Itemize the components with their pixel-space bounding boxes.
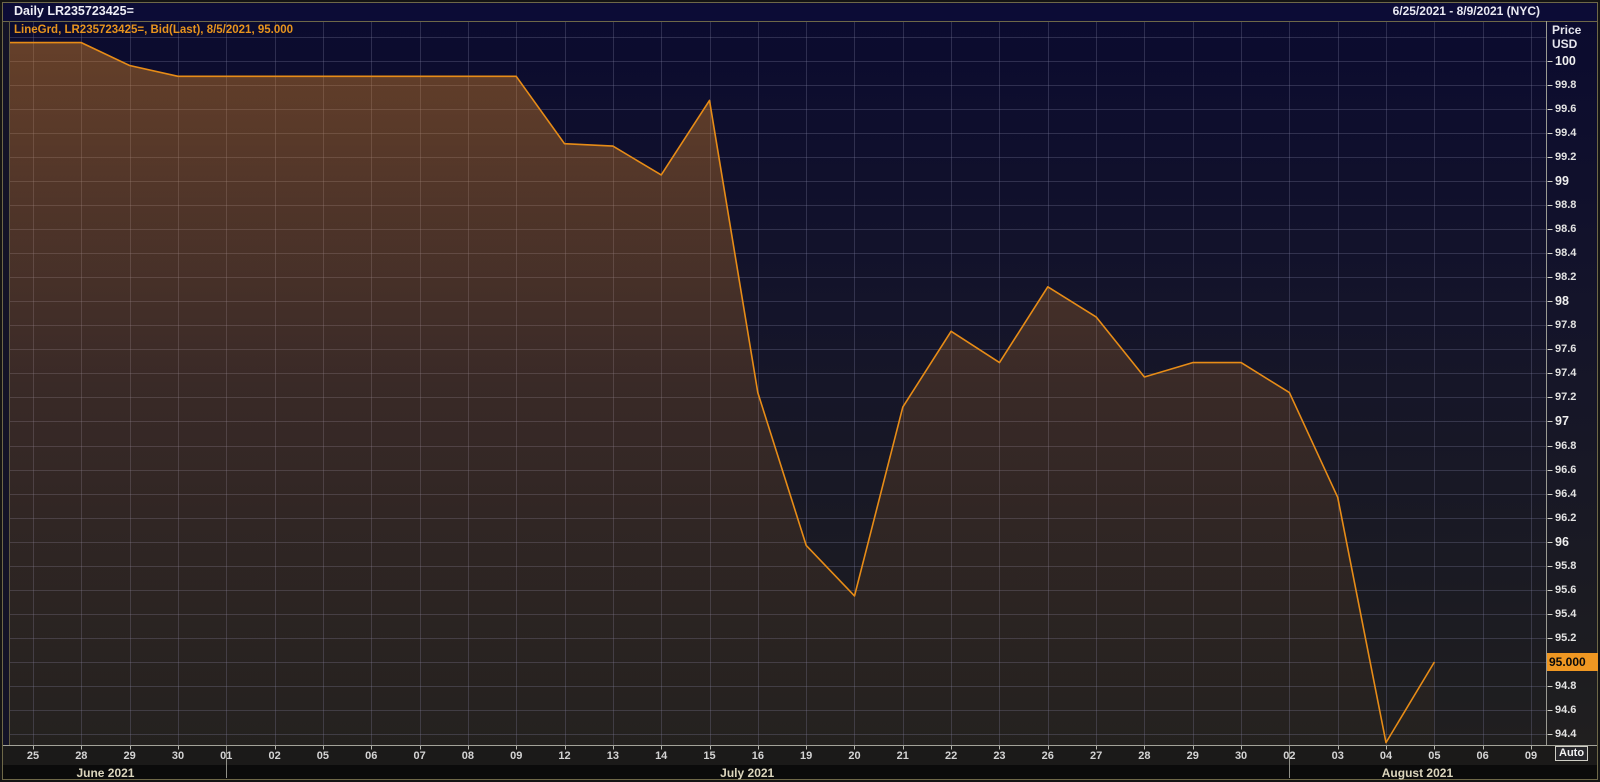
x-tick-label: 22 <box>945 750 958 762</box>
month-label: July 2021 <box>720 766 775 780</box>
x-tick-label: 13 <box>606 750 619 762</box>
y-tick-label: 95.6 <box>1555 583 1577 596</box>
y-tick-label: 97.8 <box>1555 319 1577 332</box>
x-tick-label: 29 <box>1186 750 1199 762</box>
y-tick-label: 96.2 <box>1555 511 1577 524</box>
y-tick-label: 96.8 <box>1555 439 1577 452</box>
x-tick-label: 05 <box>1428 750 1441 762</box>
x-axis-band[interactable] <box>3 745 1597 766</box>
left-gutter <box>3 21 9 780</box>
x-tick-label: 20 <box>848 750 861 762</box>
x-tick-label: 09 <box>1524 750 1538 762</box>
y-tick-label: 94.4 <box>1555 728 1577 741</box>
y-axis-title-price: Price <box>1552 23 1582 37</box>
y-tick-label: 98.2 <box>1555 271 1577 284</box>
title-bar-bg <box>3 3 1597 21</box>
y-tick-label: 96.4 <box>1555 487 1577 500</box>
price-line <box>9 41 1436 744</box>
month-label: June 2021 <box>76 766 135 780</box>
y-tick-label: 96.6 <box>1555 463 1577 476</box>
x-tick-label: 07 <box>413 750 426 762</box>
x-tick-label: 30 <box>1234 750 1248 762</box>
y-tick-marks <box>1547 61 1553 735</box>
x-tick-label: 28 <box>1138 750 1151 762</box>
x-tick-label: 23 <box>993 750 1006 762</box>
y-tick-label: 98.4 <box>1555 247 1577 260</box>
y-tick-label: 99 <box>1555 173 1569 188</box>
x-tick-label: 09 <box>510 750 523 762</box>
y-tick-label: 99.4 <box>1555 126 1577 139</box>
y-tick-label: 94.8 <box>1555 680 1577 693</box>
x-tick-label: 02 <box>268 750 281 762</box>
y-axis-title-usd: USD <box>1552 37 1578 51</box>
x-tick-label: 16 <box>751 750 764 762</box>
x-tick-label: 08 <box>461 750 475 762</box>
y-tick-label: 97.2 <box>1555 391 1577 404</box>
area-fill <box>9 42 1435 746</box>
x-tick-label: 14 <box>655 750 668 762</box>
x-tick-label: 12 <box>558 750 571 762</box>
y-tick-label: 95.2 <box>1555 631 1577 644</box>
y-tick-label: 98.6 <box>1555 223 1577 236</box>
y-tick-label: 99.2 <box>1555 150 1577 163</box>
y-tick-label: 95.8 <box>1555 559 1577 572</box>
x-tick-label: 29 <box>123 750 136 762</box>
y-tick-label: 100 <box>1555 53 1576 68</box>
x-tick-label: 19 <box>800 750 813 762</box>
x-tick-label: 04 <box>1379 750 1393 762</box>
y-tick-label: 96 <box>1555 534 1569 549</box>
x-tick-label: 05 <box>316 750 330 762</box>
last-price-badge: 95.000 <box>1547 653 1598 671</box>
y-tick-label: 95.4 <box>1555 607 1577 620</box>
window-title: Daily LR235723425= <box>14 4 134 18</box>
y-tick-label: 99.6 <box>1555 102 1577 115</box>
x-tick-label: 25 <box>26 750 40 762</box>
x-tick-label: 02 <box>1283 750 1296 762</box>
y-tick-label: 98.8 <box>1555 199 1577 211</box>
y-tick-label: 97.4 <box>1555 367 1577 380</box>
x-tick-label: 01 <box>220 750 233 762</box>
series-legend[interactable]: LineGrd, LR235723425=, Bid(Last), 8/5/20… <box>14 24 294 36</box>
x-tick-label: 27 <box>1089 750 1103 762</box>
y-tick-label: 94.6 <box>1555 704 1577 717</box>
y-tick-label: 98 <box>1555 294 1569 309</box>
month-label: August 2021 <box>1381 766 1454 780</box>
x-tick-label: 21 <box>896 750 909 762</box>
x-tick-label: 26 <box>1041 750 1054 762</box>
date-range-label: 6/25/2021 - 8/9/2021 (NYC) <box>1392 4 1540 18</box>
x-tick-label: 03 <box>1331 750 1344 762</box>
x-tick-label: 30 <box>171 750 185 762</box>
auto-scale-button[interactable]: Auto <box>1555 746 1589 761</box>
month-band <box>3 765 1597 779</box>
y-tick-label: 97.6 <box>1555 343 1577 356</box>
y-tick-label: 99.8 <box>1555 78 1577 91</box>
x-tick-label: 15 <box>703 750 716 762</box>
x-tick-label: 06 <box>1476 750 1489 762</box>
x-tick-label: 28 <box>75 750 88 762</box>
x-tick-label: 06 <box>365 750 378 762</box>
y-tick-label: 97 <box>1555 414 1569 429</box>
